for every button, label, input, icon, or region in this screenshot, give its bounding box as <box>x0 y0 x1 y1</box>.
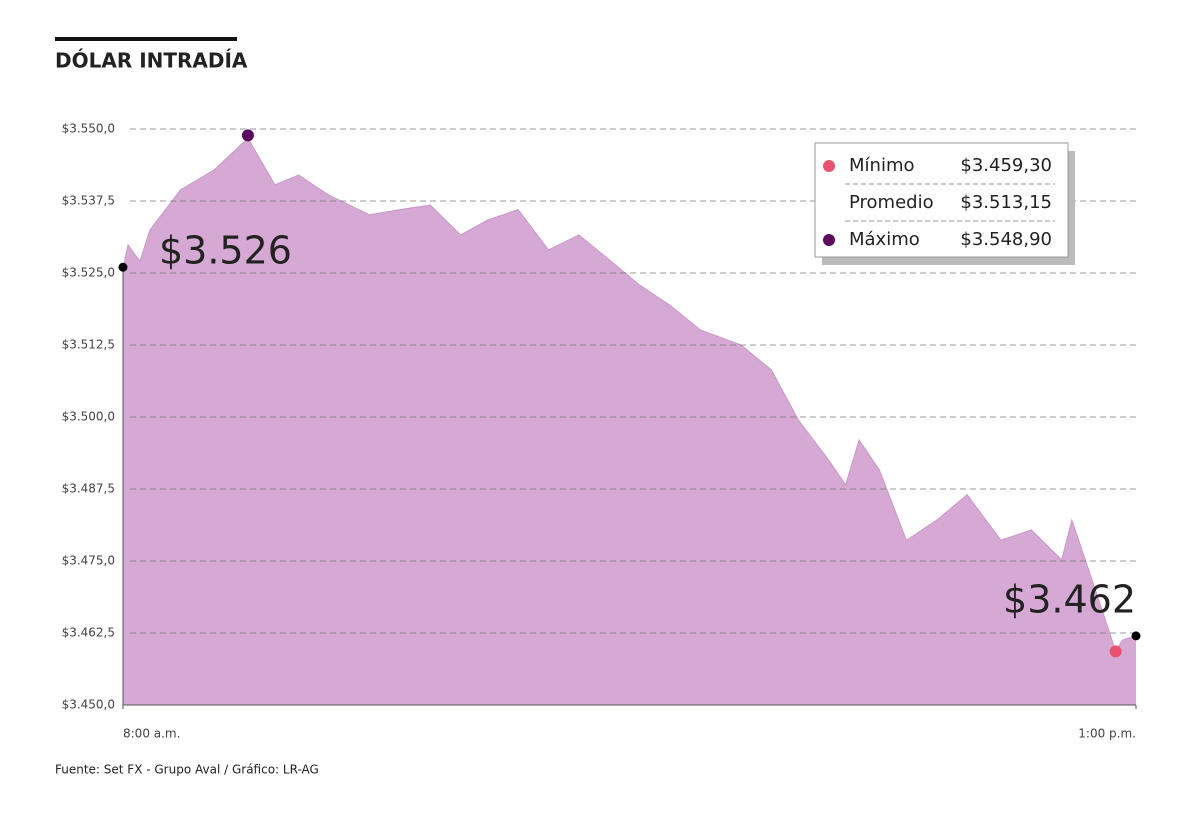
annotation-label: $3.462 <box>1003 577 1136 621</box>
extreme-dot <box>241 129 254 142</box>
y-tick-label: $3.487,5 <box>62 482 115 496</box>
legend-name: Promedio <box>849 192 934 213</box>
area-line <box>122 137 1137 653</box>
legend-swatch <box>823 234 835 246</box>
x-tick-label: 1:00 p.m. <box>1078 727 1136 741</box>
y-tick-label: $3.512,5 <box>62 338 115 352</box>
extreme-dot <box>1109 645 1122 658</box>
legend-box <box>814 142 1069 258</box>
y-tick-label: $3.462,5 <box>62 626 115 640</box>
legend-value: $3.513,15 <box>960 192 1052 213</box>
y-tick-label: $3.537,5 <box>62 194 115 208</box>
legend-name: Mínimo <box>849 155 915 176</box>
x-tick-label: 8:00 a.m. <box>123 727 180 741</box>
area-fill <box>123 138 1136 705</box>
chart-title: DÓLAR INTRADÍA <box>55 49 248 73</box>
y-tick-label: $3.550,0 <box>62 122 115 136</box>
legend-value: $3.459,30 <box>960 155 1052 176</box>
legend-swatch <box>823 160 835 172</box>
annotation-dot <box>1131 631 1141 641</box>
source: Fuente: Set FX - Grupo Aval / Gráfico: L… <box>55 763 319 777</box>
y-tick-label: $3.525,0 <box>62 266 115 280</box>
y-tick-label: $3.475,0 <box>62 554 115 568</box>
title-bar <box>55 37 237 41</box>
y-tick-label: $3.500,0 <box>62 410 115 424</box>
annotation-dot <box>118 262 128 272</box>
legend-value: $3.548,90 <box>960 229 1052 250</box>
annotation-label: $3.526 <box>159 229 292 273</box>
legend-name: Máximo <box>849 229 920 250</box>
y-tick-label: $3.450,0 <box>62 698 115 712</box>
